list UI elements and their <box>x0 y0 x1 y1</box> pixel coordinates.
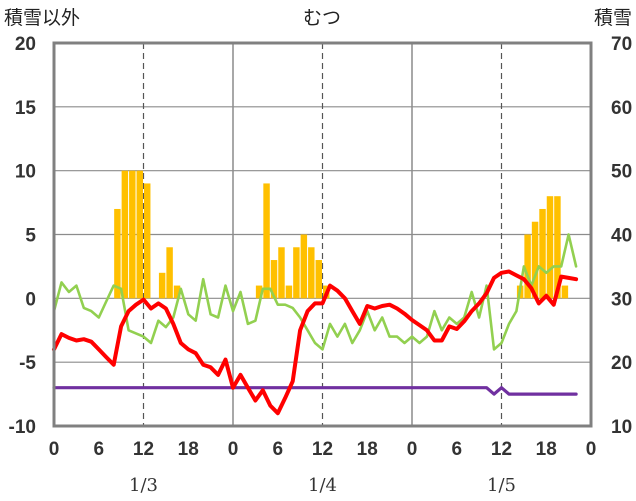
precip-bar <box>546 196 554 299</box>
x-tick: 12 <box>133 439 154 460</box>
x-tick: 0 <box>586 439 597 460</box>
y-tick-right: 60 <box>611 98 632 119</box>
right-axis-label: 積雪 <box>594 7 632 29</box>
x-tick: 6 <box>93 439 104 460</box>
y-tick-left: -5 <box>19 353 36 374</box>
y-tick-left: 0 <box>25 289 36 310</box>
x-tick: 18 <box>178 439 199 460</box>
x-tick: 18 <box>536 439 557 460</box>
y-tick-left: 5 <box>25 226 36 247</box>
precip-bars <box>114 170 569 299</box>
day-label: 1/4 <box>308 475 337 496</box>
temperature-line <box>52 269 579 416</box>
precip-bar <box>561 285 569 299</box>
x-tick: 6 <box>272 439 283 460</box>
y-tick-left: 10 <box>15 162 36 183</box>
y-tick-left: -10 <box>9 417 36 438</box>
precip-bar <box>531 221 539 299</box>
x-tick: 12 <box>491 439 512 460</box>
precip-bar <box>158 272 166 299</box>
x-tick: 0 <box>49 439 60 460</box>
precip-bar <box>173 285 181 299</box>
chart-title: むつ <box>303 7 341 29</box>
precip-bar <box>278 247 285 299</box>
precip-bar <box>136 170 143 299</box>
y-tick-right: 40 <box>611 226 632 247</box>
precip-bar <box>255 285 263 299</box>
snow-depth-line <box>52 233 578 351</box>
precip-bar <box>270 260 278 299</box>
y-tick-right: 50 <box>611 162 632 183</box>
y-tick-right: 30 <box>611 289 632 310</box>
plot-frame <box>52 41 593 428</box>
series-lines <box>52 233 579 416</box>
wind-line <box>52 386 578 396</box>
y-tick-left: 15 <box>15 98 37 119</box>
x-tick: 6 <box>451 439 462 460</box>
precip-bar <box>524 234 531 299</box>
day-label: 1/3 <box>129 475 158 496</box>
precip-bar <box>166 247 173 299</box>
precip-bar <box>144 183 151 299</box>
y-tick-right: 70 <box>611 34 632 55</box>
x-tick: 0 <box>228 439 239 460</box>
precip-bar <box>554 196 561 299</box>
x-tick: 0 <box>407 439 418 460</box>
precip-bar <box>300 234 308 299</box>
x-tick: 12 <box>312 439 333 460</box>
precip-bar <box>293 247 300 299</box>
precip-bar <box>129 170 136 299</box>
precip-bar <box>539 208 546 299</box>
x-tick: 18 <box>357 439 378 460</box>
precip-bar <box>263 183 270 299</box>
precip-bar <box>285 285 293 299</box>
y-tick-right: 20 <box>611 353 632 374</box>
y-tick-left: 20 <box>15 34 36 55</box>
precip-bar <box>315 260 322 299</box>
precip-bar <box>121 170 129 299</box>
y-tick-right: 10 <box>611 417 632 438</box>
day-label: 1/5 <box>487 475 516 496</box>
left-axis-label: 積雪以外 <box>4 7 80 29</box>
precip-bar <box>308 247 315 299</box>
precip-bar <box>114 208 121 299</box>
